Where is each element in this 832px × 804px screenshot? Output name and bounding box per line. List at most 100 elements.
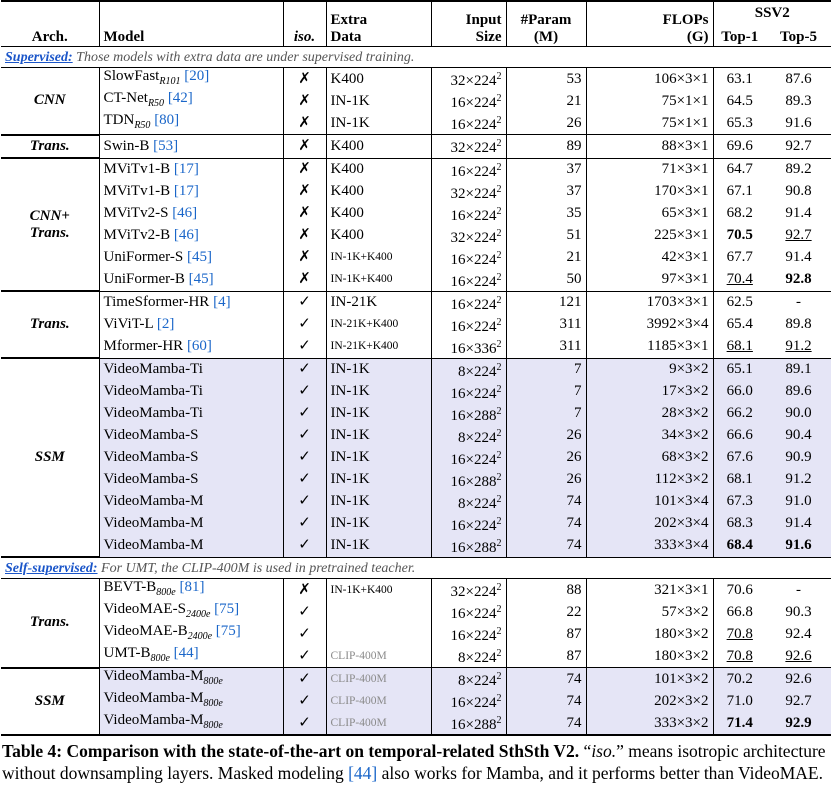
model-cell: VideoMamba-S: [98, 446, 283, 469]
input-size-cell: 32×2242: [430, 224, 506, 247]
input-size: 16×224: [450, 385, 497, 402]
table-row: Trans. TimeSformer-HR [4] ✓ IN-21K 16×2242 12…: [1, 290, 831, 359]
flops-cell: 34×3×2: [585, 424, 713, 447]
header-cell: #Param (M): [505, 1, 586, 47]
arch-label: Trans.: [29, 137, 70, 154]
model-cell: VideoMAE-B2400e [75]: [98, 623, 283, 645]
table-row: VideoMAE-S2400e [75] ✓ 16×2242 22 57×3×2 66.8…: [1, 601, 831, 623]
model-cell: VideoMamba-M: [98, 534, 283, 557]
header-cell: Top-1: [712, 24, 766, 47]
table-row: UniFormer-S [45] ✗ IN-1K+K400 16×2242 21 42×3…: [1, 246, 831, 269]
caption-text: ” means isotropic architecture without d…: [2, 741, 826, 783]
extra-data-cell: K400: [325, 134, 431, 158]
iso-cell: ✓: [282, 424, 326, 447]
model-cell: TimeSformer-HR [4]: [98, 290, 283, 314]
model-cell: Mformer-HR [60]: [98, 335, 283, 358]
extra-data-cell: IN-1K: [325, 402, 431, 425]
input-size: 32×224: [450, 229, 497, 246]
caption-text: “: [579, 741, 592, 761]
table-row: VideoMamba-S ✓ IN-1K 16×2242 26 68×3×2 67.6 90.…: [1, 446, 831, 469]
model-cell: SlowFastR101 [20]: [98, 67, 283, 90]
iso-cell: ✓: [282, 335, 326, 358]
model-cell: ViViT-L [2]: [98, 313, 283, 336]
top5-cell: 92.7: [766, 690, 831, 712]
flops-cell: 17×3×2: [585, 380, 713, 403]
model-cell: BEVT-B800e [81]: [98, 578, 283, 601]
input-size: 32×224: [450, 73, 497, 89]
table-row: CNN SlowFastR101 [20] ✗ K400 32×2242 53 106×3×…: [1, 67, 831, 136]
top1-cell: 70.8: [712, 645, 766, 668]
iso-cell: ✓: [282, 380, 326, 403]
top5-cell: 92.9: [766, 712, 831, 736]
table-row: VideoMAE-B2400e [75] ✓ 16×2242 87 180×3×2 70.…: [1, 623, 831, 645]
top5-cell: 89.6: [766, 380, 831, 403]
input-size: 16×224: [450, 318, 497, 335]
arch-cell: SSM: [1, 667, 99, 736]
table-row: Mformer-HR [60] ✓ IN-21K+K400 16×3362 311 118…: [1, 335, 831, 358]
table-row: UMT-B800e [44] ✓ CLIP-400M 8×2242 87 180×3×2 7…: [1, 645, 831, 668]
param-cell: 121: [505, 290, 586, 314]
header-cell: Arch.: [31, 29, 68, 45]
input-size-cell: 32×2242: [430, 578, 506, 601]
model-subscript: R101: [159, 76, 181, 87]
top1-cell: 71.4: [712, 712, 766, 736]
input-exponent: 2: [496, 361, 502, 373]
model-subscript: R50: [147, 98, 165, 109]
input-exponent: 2: [496, 693, 502, 704]
table-row: MViTv1-B [17] ✗ K400 32×2242 37 170×3×1 67.1 90…: [1, 180, 831, 203]
table-body: Supervised: Those models with extra data…: [1, 46, 831, 736]
input-exponent: 2: [496, 338, 502, 350]
flops-cell: 9×3×2: [585, 357, 713, 381]
input-exponent: 2: [496, 183, 502, 195]
model-cell: VideoMAE-S2400e [75]: [98, 601, 283, 623]
iso-cell: ✓: [282, 534, 326, 557]
iso-cell: ✓: [282, 601, 326, 623]
param-cell: 37: [505, 180, 586, 203]
input-size-cell: 16×2242: [430, 290, 506, 314]
input-size-cell: 16×2882: [430, 468, 506, 491]
input-size: 8×224: [458, 429, 497, 446]
param-cell: 26: [505, 446, 586, 469]
input-size: 8×224: [458, 650, 497, 666]
extra-data-cell: IN-1K: [325, 424, 431, 447]
citation: [60]: [186, 338, 212, 354]
param-cell: 26: [505, 112, 586, 135]
arch-cell: Trans.: [1, 578, 99, 669]
model-name: VideoMamba-S: [103, 449, 199, 465]
model-name: MViTv1-B: [103, 161, 171, 177]
input-size: 16×288: [450, 717, 497, 733]
top5-cell: 92.7: [766, 134, 831, 158]
input-exponent: 2: [496, 604, 502, 615]
top1-cell: 70.4: [712, 268, 766, 291]
extra-data-cell: IN-21K: [325, 290, 431, 314]
iso-cell: ✓: [282, 512, 326, 535]
input-size-cell: 16×2242: [430, 313, 506, 336]
input-exponent: 2: [496, 161, 502, 173]
model-cell: VideoMamba-S: [98, 468, 283, 491]
iso-cell: ✗: [282, 157, 326, 181]
top1-cell: 64.5: [712, 90, 766, 112]
model-cell: VideoMamba-M800e: [98, 712, 283, 736]
input-size: 32×224: [450, 584, 497, 600]
flops-cell: 57×3×2: [585, 601, 713, 623]
input-exponent: 2: [496, 205, 502, 217]
input-size: 16×224: [450, 517, 497, 534]
param-cell: 7: [505, 357, 586, 381]
input-size-cell: 16×2242: [430, 268, 506, 291]
input-size: 8×224: [458, 495, 497, 512]
section-note: Self-supervised: For UMT, the CLIP-400M …: [1, 556, 831, 579]
extra-data-cell: IN-21K+K400: [325, 313, 431, 336]
model-name: VideoMAE-B: [103, 623, 188, 639]
top5-cell: 90.4: [766, 424, 831, 447]
top5-cell: 91.2: [766, 468, 831, 491]
model-name: VideoMamba-M: [103, 537, 204, 553]
extra-data-cell: IN-1K+K400: [325, 578, 431, 601]
model-subscript: 800e: [156, 587, 176, 598]
citation: [75]: [215, 623, 241, 639]
arch-label: Trans.: [29, 316, 70, 332]
input-exponent: 2: [496, 294, 502, 306]
top5-cell: -: [766, 578, 831, 601]
input-size-cell: 16×2242: [430, 202, 506, 225]
input-size-cell: 16×2242: [430, 601, 506, 623]
iso-cell: ✓: [282, 290, 326, 314]
